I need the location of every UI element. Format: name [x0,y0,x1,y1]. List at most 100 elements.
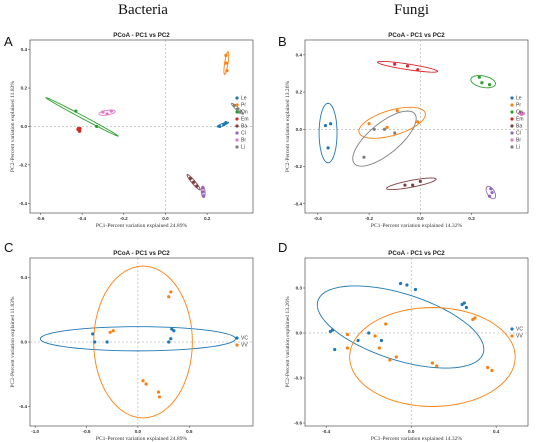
panel-b-point-le [326,146,330,150]
panel-b-point-ba [418,179,422,183]
panel-a: A PCoA - PC1 vs PC2 -0.6 -0.4 -0.2 0.0 0.2 -0.4… [4,32,254,229]
panel-c: C PCoA - PC1 vs PC2 -1.0 -0.5 0.0 0.5 -0.4 0.0 0… [4,240,254,442]
panel-b-legend-label-pr: Pr [516,103,521,109]
panel-d-title: PCoA - PC1 vs PC2 [388,250,445,257]
panel-d-legend-marker-vv [510,334,514,338]
panel-d-point-vv [388,358,392,362]
panel-d-point-vv [373,334,377,338]
panel-a-legend-marker-em [235,117,239,121]
panel-a-x-axis-label: PC1-Percent variation explained 24.89% [96,223,188,229]
panel-b-point-pr [416,120,420,124]
panel-b-point-ba [411,183,415,187]
panel-d-ellipse-vc [316,285,485,369]
panel-d-point-vv [490,368,494,373]
panel-c-letter: C [4,240,13,255]
panel-a-point-cl [201,186,205,190]
panel-d-legend-label-vv: VV [516,334,523,340]
panel-a-point-le [224,121,228,125]
panel-a-legend-label-on: On [241,110,248,116]
panel-b-xtick-label: 0.0 [417,216,424,221]
panel-d-point-vc [413,287,418,292]
panel-a-letter: A [4,34,13,49]
panel-d-point-vv [377,346,381,350]
panel-a-point-br [109,109,113,113]
panel-d-legend-marker-vc [510,327,514,331]
panel-b-ytick-label: -0.4 [294,201,302,206]
panel-a-y-axis-label: PC2-Percent variation explained 11.83% [10,81,16,172]
panel-c-point-vv [156,390,161,394]
panel-c-legend-label-vc: VC [241,336,248,342]
panel-a-legend-marker-cl [235,131,239,135]
fungi-column-header: Fungi [394,2,430,18]
panel-c-point-vv [167,295,171,299]
panel-a-legend-marker-le [235,96,239,100]
panel-a-ytick-label: 0.4 [21,47,28,52]
panel-b-point-pr [367,122,371,126]
panel-a-legend-marker-br [235,138,239,142]
panel-d-point-vv [394,355,398,359]
panel-b-legend-label-ba: Ba [516,124,522,130]
panel-d-point-vc [405,283,409,287]
panel-a-point-le [222,122,226,127]
panel-d-point-vv [486,365,490,370]
bacteria-column-header: Bacteria [118,2,168,18]
panel-d-xtick-label: 0.4 [493,429,500,434]
panel-a-legend-label-em: Em [241,117,249,123]
panel-c-x-axis-label: PC1-Percent variation explained 24.89% [96,436,188,442]
panel-a-point-li [232,103,236,107]
panel-b-legend-marker-em [510,117,514,121]
panel-a-point-ba [192,180,196,184]
panel-b-point-pr [385,125,389,130]
panel-b-xtick-label: -0.2 [365,216,373,221]
panel-a-legend-label-le: Le [241,96,247,102]
panel-d-point-vc [464,305,469,310]
panel-c-point-vv [141,379,145,383]
panel-a-xtick-label: -0.2 [120,216,128,221]
panel-d-ellipse-vv [349,307,516,407]
panel-b-ytick-label: 0.0 [296,127,303,132]
panel-d-point-vc [379,338,384,343]
panel-c-xtick-label: 0.5 [186,429,193,434]
panel-b-title: PCoA - PC1 vs PC2 [388,32,445,39]
panel-b-point-pr [395,109,399,113]
panel-a-point-on [74,109,78,113]
panel-c-ytick-label: 0.0 [21,340,28,345]
panel-b-point-cl [490,190,494,195]
panel-b-point-em [405,64,410,68]
panel-c-point-vc [105,340,109,344]
panel-c-legend-marker-vc [235,336,239,340]
panel-b-legend-label-on: On [516,110,523,116]
panel-a-point-br [101,110,105,114]
panel-d-letter: D [278,240,287,255]
panel-c-ellipse-vc [39,326,237,352]
panel-b-legend-marker-br [510,138,514,142]
panel-c-point-vc [167,340,171,344]
panel-c-ytick-label: -0.4 [19,404,27,409]
panel-d-xtick-label: 0.0 [408,429,415,434]
panel-d-point-vv [471,317,475,322]
panel-a-point-pr [225,69,229,73]
panel-b-point-br [519,112,524,117]
panel-b-legend-marker-ba [510,124,514,128]
panel-c-point-vc [169,337,173,341]
panel-b-legend-marker-li [510,145,514,149]
panel-c-point-vc [172,329,176,333]
panel-c-point-vv [169,290,173,294]
panel-b: B PCoA - PC1 vs PC2 -0.4 -0.2 0.0 0.2 -0.4 -0.2… [278,32,529,229]
panel-a-xtick-label: -0.4 [78,216,86,221]
panel-d-point-vv [345,332,350,337]
panel-b-point-ba [403,183,407,187]
panel-d-point-vc [367,331,371,335]
panel-a-title: PCoA - PC1 vs PC2 [113,32,170,39]
panel-a-point-pr [224,61,228,65]
panel-a-point-br [105,112,109,116]
panel-d-legend-label-vc: VC [516,327,523,333]
panel-b-legend-marker-le [510,96,514,100]
panel-b-ytick-label: 0.4 [296,52,303,57]
panel-d-xtick-label: -0.4 [322,429,330,434]
panel-d-x-axis-label: PC1-Percent variation explained 14.32% [371,436,463,442]
panel-d-ytick-label: 0.3 [296,286,303,291]
panel-b-point-em [393,62,397,66]
panel-a-xtick-label: -0.6 [36,216,44,221]
